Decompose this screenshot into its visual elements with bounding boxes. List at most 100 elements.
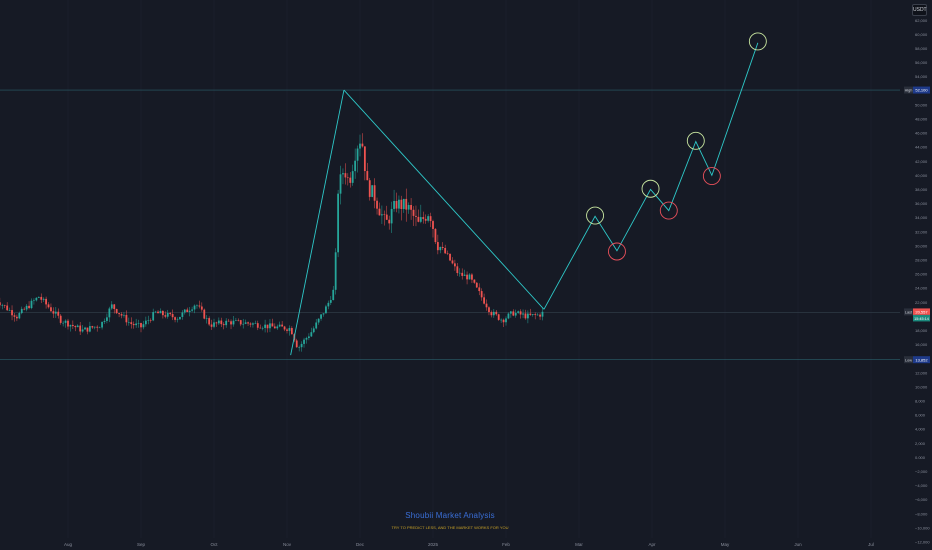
candle-down[interactable] — [162, 311, 164, 316]
candle-up[interactable] — [264, 324, 266, 328]
candle-up[interactable] — [84, 327, 86, 330]
candle-up[interactable] — [37, 296, 40, 298]
candle-down[interactable] — [400, 199, 403, 209]
candle-up[interactable] — [1, 305, 4, 306]
candle-up[interactable] — [507, 313, 510, 319]
circle-peak[interactable] — [586, 206, 605, 225]
candle-down[interactable] — [478, 287, 481, 292]
candle-down[interactable] — [366, 171, 369, 181]
currency-badge[interactable]: USDT — [912, 4, 927, 16]
candle-down[interactable] — [405, 198, 408, 210]
candle-up[interactable] — [123, 314, 125, 316]
candle-up[interactable] — [339, 174, 342, 194]
candle-down[interactable] — [529, 313, 532, 315]
circle-trough[interactable] — [608, 242, 626, 261]
candle-down[interactable] — [239, 320, 242, 325]
candle-down[interactable] — [149, 320, 152, 321]
candle-down[interactable] — [50, 307, 52, 312]
candle-down[interactable] — [281, 324, 284, 327]
candle-down[interactable] — [249, 323, 252, 325]
candle-up[interactable] — [300, 343, 303, 348]
candle-down[interactable] — [28, 305, 30, 309]
candle-down[interactable] — [417, 216, 420, 222]
candle-down[interactable] — [466, 274, 468, 280]
candle-up[interactable] — [242, 323, 245, 325]
candle-down[interactable] — [113, 304, 116, 310]
circle-trough[interactable] — [702, 167, 721, 186]
candle-down[interactable] — [171, 314, 174, 318]
candle-up[interactable] — [308, 336, 310, 339]
candle-down[interactable] — [415, 215, 417, 217]
candle-up[interactable] — [351, 171, 354, 183]
candle-up[interactable] — [359, 143, 361, 149]
candle-down[interactable] — [200, 306, 203, 310]
candle-up[interactable] — [193, 305, 196, 310]
candle-up[interactable] — [69, 324, 72, 327]
candle-down[interactable] — [23, 308, 26, 310]
candle-down[interactable] — [485, 303, 488, 308]
candle-down[interactable] — [539, 314, 541, 317]
candle-down[interactable] — [13, 315, 16, 317]
candle-up[interactable] — [522, 313, 524, 315]
candle-down[interactable] — [480, 291, 483, 298]
candle-up[interactable] — [541, 311, 544, 317]
candle-down[interactable] — [96, 326, 99, 328]
candle-down[interactable] — [40, 296, 43, 300]
candle-down[interactable] — [524, 313, 527, 319]
candle-down[interactable] — [495, 311, 498, 315]
candle-down[interactable] — [6, 305, 9, 311]
candle-up[interactable] — [144, 320, 147, 325]
candle-down[interactable] — [436, 242, 439, 251]
candle-down[interactable] — [86, 327, 89, 332]
candle-down[interactable] — [422, 217, 425, 219]
candle-up[interactable] — [30, 300, 33, 309]
candle-up[interactable] — [407, 204, 410, 210]
circle-peak[interactable] — [641, 179, 660, 198]
candle-down[interactable] — [230, 321, 232, 325]
candle-up[interactable] — [93, 326, 96, 328]
candle-down[interactable] — [203, 309, 206, 319]
candle-down[interactable] — [346, 177, 349, 179]
candle-down[interactable] — [11, 310, 13, 316]
trendline-impulse-up[interactable] — [290, 89, 345, 356]
candle-up[interactable] — [390, 208, 393, 224]
candle-up[interactable] — [196, 305, 198, 307]
candle-down[interactable] — [186, 309, 189, 312]
candle-up[interactable] — [509, 311, 512, 314]
candle-down[interactable] — [444, 247, 447, 254]
candle-down[interactable] — [71, 324, 74, 327]
candle-down[interactable] — [169, 312, 172, 315]
candle-down[interactable] — [174, 317, 176, 320]
candle-up[interactable] — [322, 313, 325, 315]
candle-down[interactable] — [383, 214, 386, 215]
candle-up[interactable] — [135, 323, 138, 326]
candle-down[interactable] — [52, 311, 55, 314]
candle-down[interactable] — [157, 311, 159, 314]
candle-up[interactable] — [33, 300, 35, 301]
candle-up[interactable] — [527, 313, 529, 319]
candle-down[interactable] — [16, 316, 18, 319]
candle-up[interactable] — [354, 160, 357, 172]
candle-down[interactable] — [461, 272, 464, 276]
candle-down[interactable] — [130, 322, 133, 325]
candle-up[interactable] — [315, 322, 318, 329]
candle-down[interactable] — [344, 173, 347, 178]
candle-down[interactable] — [378, 208, 381, 216]
candle-down[interactable] — [266, 324, 269, 329]
candle-down[interactable] — [47, 304, 50, 308]
candle-down[interactable] — [91, 326, 94, 328]
candle-down[interactable] — [363, 146, 366, 172]
trendline-descending-resistance[interactable] — [343, 89, 545, 310]
candle-up[interactable] — [427, 216, 430, 221]
candle-up[interactable] — [458, 272, 461, 274]
candle-up[interactable] — [320, 314, 322, 319]
candle-down[interactable] — [227, 320, 230, 322]
candle-down[interactable] — [454, 263, 456, 267]
candle-up[interactable] — [106, 317, 108, 321]
candle-up[interactable] — [505, 318, 507, 323]
candle-up[interactable] — [110, 304, 113, 309]
candle-up[interactable] — [35, 297, 38, 301]
candle-down[interactable] — [118, 313, 120, 315]
candle-down[interactable] — [373, 185, 376, 201]
candle-up[interactable] — [312, 328, 315, 333]
